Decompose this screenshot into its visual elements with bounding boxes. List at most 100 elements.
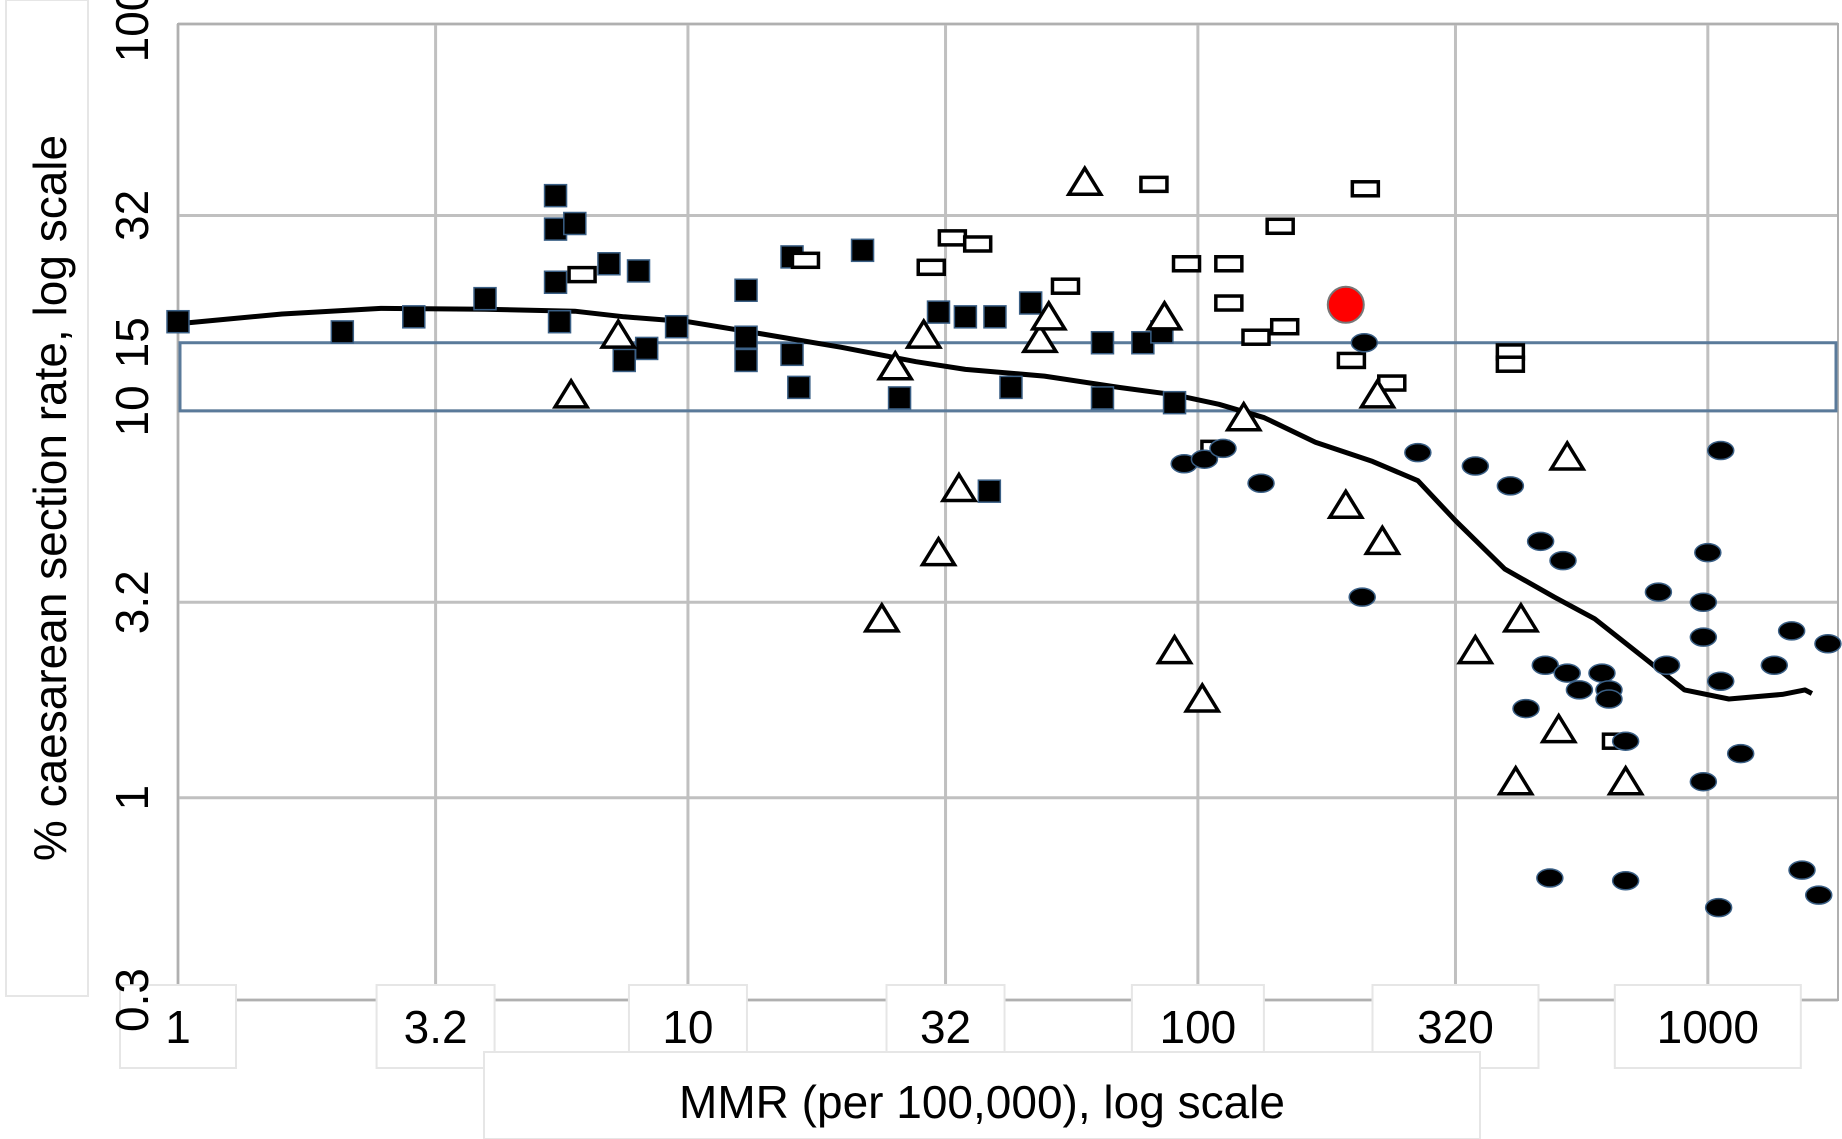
y-axis-title: % caesarean section rate, log scale bbox=[24, 135, 76, 861]
plot-area-frame bbox=[177, 23, 1839, 1001]
point-filled-square-12 bbox=[634, 336, 659, 361]
point-filled-square-27 bbox=[977, 479, 1002, 503]
point-filled-ellipse-33 bbox=[1704, 897, 1733, 918]
point-filled-ellipse-23 bbox=[1689, 627, 1718, 647]
x-tick-label-1: 3.2 bbox=[404, 1001, 468, 1053]
x-tick-label-2: 10 bbox=[662, 1001, 713, 1053]
point-filled-ellipse-35 bbox=[1804, 885, 1833, 905]
point-open-rectangle-10 bbox=[1265, 217, 1295, 236]
point-open-triangle-17 bbox=[1456, 633, 1495, 665]
y-extra-label-0: 15 bbox=[106, 317, 158, 368]
point-filled-ellipse-20 bbox=[1652, 655, 1681, 675]
x-tick-label-5: 320 bbox=[1417, 1001, 1494, 1053]
point-open-rectangle-12 bbox=[1269, 317, 1300, 336]
point-filled-ellipse-14 bbox=[1512, 698, 1540, 719]
x-tick-box-1 bbox=[375, 984, 496, 1069]
y-tick-label-1: 1 bbox=[106, 785, 158, 811]
x-tick-box-6 bbox=[1613, 984, 1802, 1069]
point-open-triangle-12 bbox=[1183, 681, 1222, 713]
point-filled-square-3 bbox=[473, 286, 497, 311]
point-filled-square-9 bbox=[597, 252, 621, 276]
point-filled-square-22 bbox=[926, 300, 951, 324]
y-tick-label-2: 3.2 bbox=[106, 570, 158, 634]
point-filled-square-19 bbox=[787, 375, 811, 400]
point-filled-square-15 bbox=[734, 325, 758, 349]
x-tick-label-3: 32 bbox=[920, 1001, 971, 1053]
point-open-rectangle-1 bbox=[790, 251, 821, 270]
point-open-triangle-6 bbox=[862, 601, 901, 633]
point-open-triangle-7 bbox=[1020, 322, 1060, 354]
point-filled-ellipse-24 bbox=[1689, 771, 1718, 792]
point-filled-ellipse-29 bbox=[1777, 621, 1806, 641]
point-filled-ellipse-34 bbox=[1788, 860, 1816, 880]
point-filled-ellipse-21 bbox=[1694, 542, 1722, 563]
point-open-triangle-15 bbox=[1358, 377, 1397, 409]
point-open-triangle-4 bbox=[939, 471, 979, 503]
point-filled-square-11 bbox=[626, 259, 651, 283]
point-filled-ellipse-17 bbox=[1595, 689, 1623, 709]
point-open-rectangle-8 bbox=[1214, 255, 1244, 273]
point-open-rectangle-9 bbox=[1214, 294, 1244, 312]
point-open-triangle-5 bbox=[919, 535, 958, 567]
point-filled-square-18 bbox=[780, 342, 804, 367]
point-filled-square-32 bbox=[1162, 390, 1187, 415]
y-tick-label-0: 0.3 bbox=[106, 968, 158, 1032]
x-tick-box-0 bbox=[119, 984, 237, 1069]
point-open-rectangle-2 bbox=[916, 258, 946, 277]
x-axis-title-box bbox=[483, 1051, 1481, 1139]
point-open-triangle-0 bbox=[551, 377, 591, 409]
point-open-triangle-2 bbox=[876, 349, 915, 381]
point-open-rectangle-0 bbox=[567, 265, 597, 284]
point-open-triangle-19 bbox=[1496, 764, 1535, 796]
point-filled-square-26 bbox=[1018, 291, 1043, 315]
point-filled-ellipse-2 bbox=[1209, 438, 1237, 459]
point-open-rectangle-5 bbox=[1050, 277, 1081, 295]
y-tick-label-4: 32 bbox=[106, 190, 158, 241]
point-filled-ellipse-7 bbox=[1461, 456, 1490, 476]
y-tick-label-3: 10 bbox=[106, 385, 158, 436]
point-filled-ellipse-6 bbox=[1404, 442, 1432, 463]
point-filled-ellipse-10 bbox=[1549, 550, 1577, 571]
point-filled-square-21 bbox=[887, 386, 912, 410]
point-filled-square-6 bbox=[563, 211, 587, 236]
point-filled-ellipse-5 bbox=[1348, 587, 1376, 607]
point-filled-ellipse-12 bbox=[1553, 663, 1581, 683]
reference-band-10-15 bbox=[178, 341, 1838, 413]
point-filled-ellipse-22 bbox=[1689, 592, 1718, 613]
point-filled-ellipse-15 bbox=[1588, 663, 1616, 683]
point-filled-ellipse-31 bbox=[1536, 868, 1564, 888]
point-filled-ellipse-13 bbox=[1565, 680, 1594, 700]
point-filled-ellipse-8 bbox=[1496, 476, 1525, 496]
point-filled-square-7 bbox=[543, 270, 568, 295]
point-open-triangle-3 bbox=[904, 317, 943, 349]
point-open-triangle-1 bbox=[599, 317, 638, 349]
point-filled-square-4 bbox=[543, 183, 568, 208]
point-open-triangle-20 bbox=[1548, 439, 1587, 471]
point-filled-square-28 bbox=[1090, 330, 1115, 355]
point-open-rectangle-11 bbox=[1241, 328, 1271, 346]
point-filled-ellipse-30 bbox=[1814, 634, 1842, 654]
point-open-triangle-8 bbox=[1029, 299, 1068, 331]
point-open-rectangle-17 bbox=[1495, 355, 1526, 373]
point-filled-ellipse-27 bbox=[1726, 743, 1755, 764]
point-open-triangle-16 bbox=[1363, 523, 1402, 556]
point-filled-square-8 bbox=[547, 309, 572, 334]
point-filled-square-14 bbox=[734, 278, 758, 303]
point-open-triangle-9 bbox=[1065, 164, 1104, 196]
point-filled-ellipse-3 bbox=[1247, 473, 1275, 493]
point-filled-ellipse-9 bbox=[1526, 531, 1555, 552]
point-filled-square-2 bbox=[402, 305, 426, 329]
point-filled-square-29 bbox=[1090, 386, 1115, 410]
point-filled-square-23 bbox=[953, 305, 978, 329]
y-axis-title-box bbox=[5, 0, 89, 997]
trend-line bbox=[177, 305, 1814, 702]
point-filled-square-10 bbox=[612, 348, 636, 373]
point-filled-ellipse-18 bbox=[1611, 731, 1640, 751]
point-open-triangle-18 bbox=[1501, 601, 1541, 633]
point-filled-square-16 bbox=[734, 348, 758, 373]
highlight-point bbox=[1326, 285, 1365, 324]
point-filled-square-0 bbox=[166, 309, 190, 334]
point-filled-square-20 bbox=[850, 238, 875, 263]
